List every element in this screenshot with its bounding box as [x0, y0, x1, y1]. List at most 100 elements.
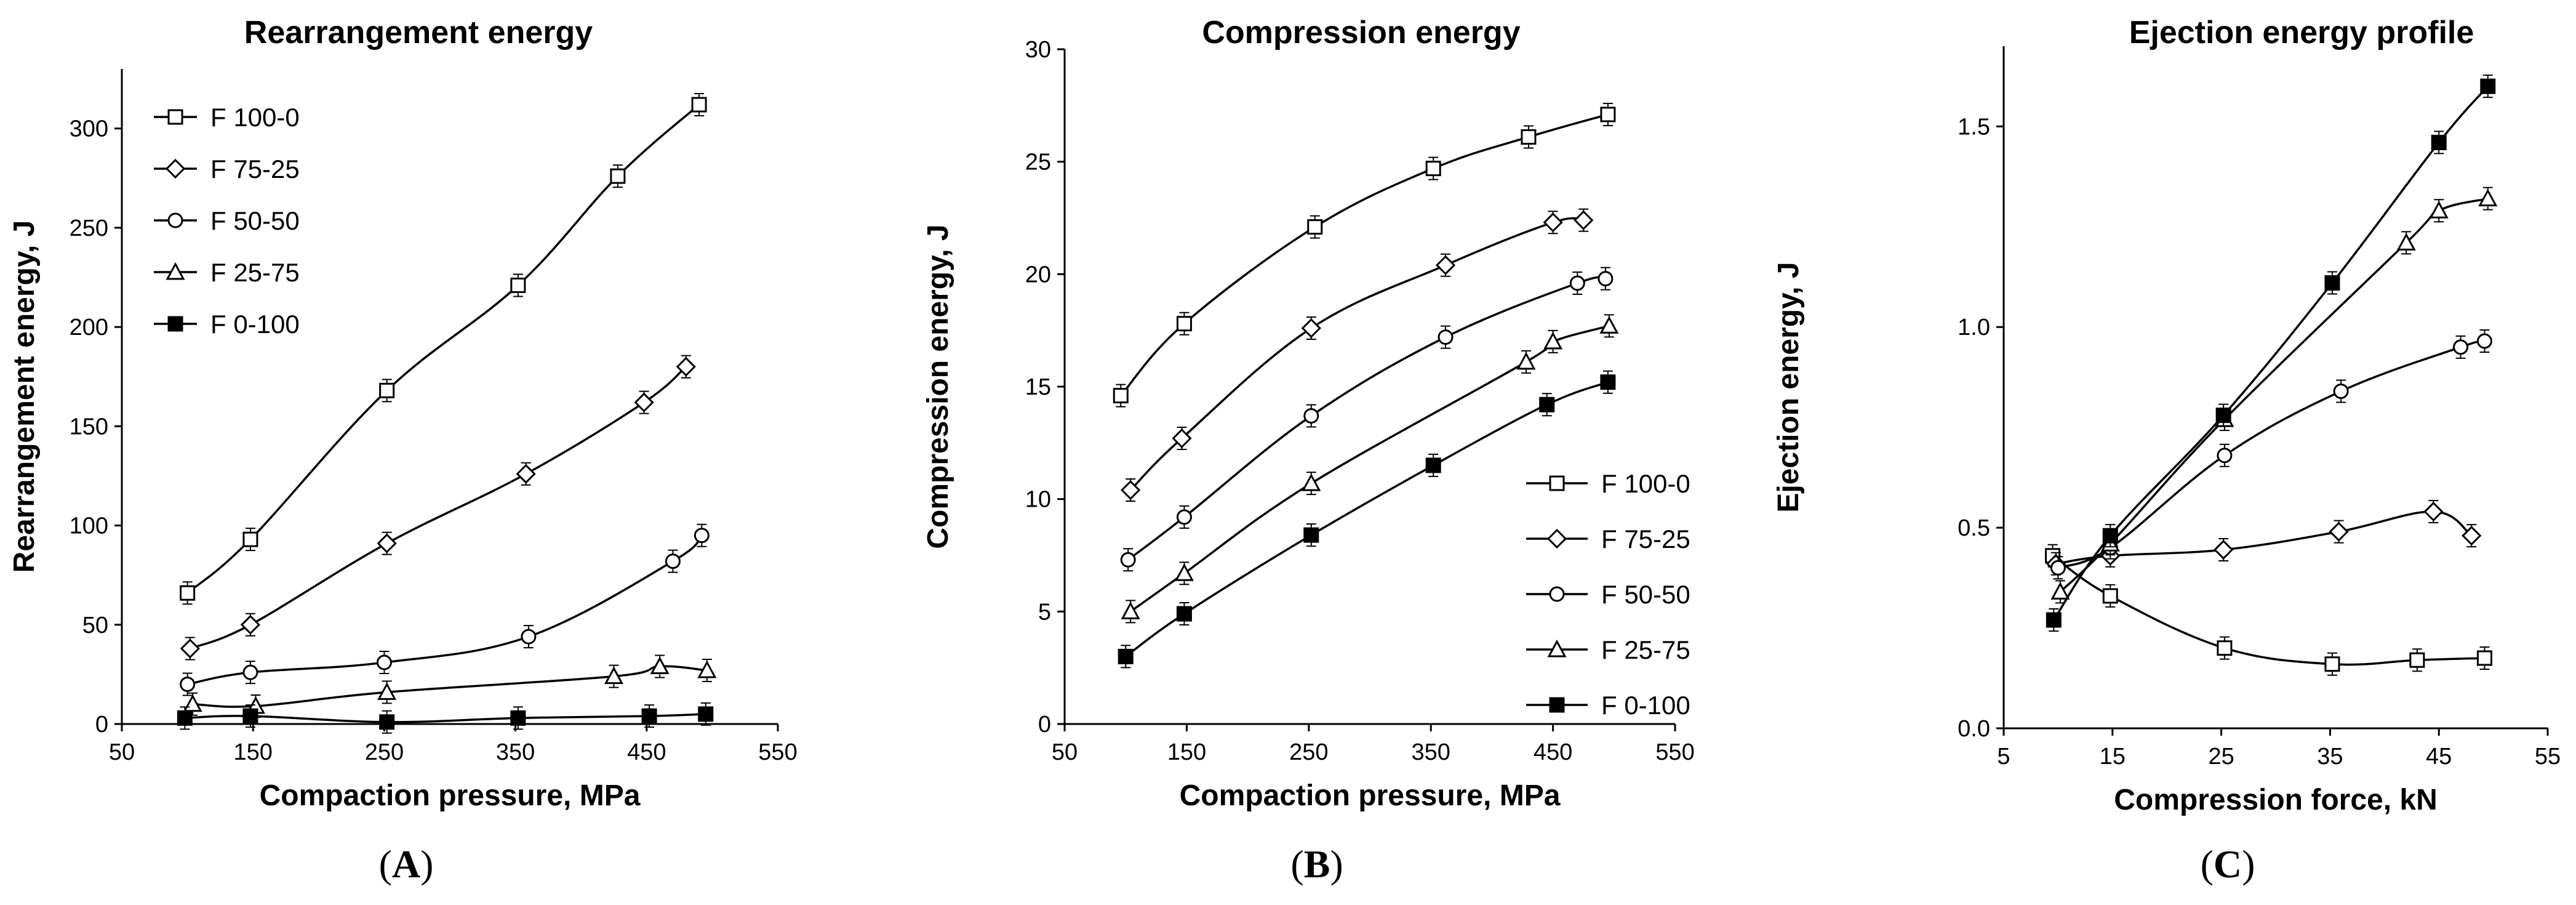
- series-f-0-100: [1118, 370, 1616, 669]
- x-tick-label: 55: [2535, 744, 2561, 770]
- data-point: [2324, 656, 2340, 672]
- data-point: [1539, 396, 1555, 412]
- data-point: [2324, 275, 2340, 291]
- data-point: [1307, 219, 1323, 235]
- data-point: [650, 656, 670, 674]
- x-tick-label: 350: [496, 739, 535, 765]
- y-tick-label: 15: [1025, 374, 1051, 400]
- x-axis-label: Compaction pressure, MPa: [1180, 779, 1561, 812]
- data-point: [1574, 210, 1594, 230]
- data-point: [180, 585, 196, 601]
- data-point: [694, 528, 710, 544]
- legend: F 100-0 F 75-25 F 50-50 F 25-75 F 0-100: [154, 103, 300, 339]
- data-point: [2478, 188, 2498, 207]
- legend-label: F 75-25: [1601, 525, 1690, 553]
- series-line: [2052, 555, 2485, 666]
- legend-label: F 0-100: [1601, 691, 1690, 720]
- y-tick-label: 25: [1025, 150, 1051, 175]
- data-point: [510, 277, 526, 293]
- data-point: [242, 664, 258, 680]
- series-f-50-50: [1120, 267, 1614, 572]
- data-point: [1303, 408, 1319, 424]
- y-tick-label: 200: [70, 315, 108, 340]
- data-point: [2462, 526, 2482, 546]
- data-point: [242, 531, 258, 547]
- series-line: [1130, 324, 1610, 613]
- data-point: [2423, 501, 2444, 522]
- data-point: [1521, 129, 1537, 145]
- y-tick-label: 5: [1038, 599, 1051, 625]
- legend-marker: [167, 212, 183, 228]
- data-point: [1121, 480, 1141, 501]
- y-tick-label: 50: [82, 613, 108, 638]
- data-point: [1120, 552, 1136, 568]
- data-point: [1121, 601, 1140, 619]
- data-point: [2102, 588, 2118, 604]
- series-line: [190, 366, 687, 650]
- data-point: [1118, 648, 1134, 664]
- series-line: [1129, 217, 1584, 491]
- series-line: [1127, 276, 1606, 561]
- data-point: [698, 706, 714, 722]
- series-line: [2059, 197, 2489, 593]
- data-point: [377, 682, 397, 700]
- data-point: [1600, 374, 1616, 390]
- x-tick-label: 150: [233, 739, 272, 765]
- legend-label: F 25-75: [1601, 635, 1690, 664]
- legend-marker: [167, 316, 183, 332]
- series-f-25-75: [1121, 314, 1619, 624]
- data-point: [1599, 316, 1619, 334]
- data-point: [2480, 78, 2496, 94]
- data-point: [1174, 563, 1194, 581]
- data-point: [610, 168, 626, 184]
- series-line: [193, 665, 708, 708]
- x-tick-label: 50: [1052, 739, 1078, 765]
- x-axis-label: Compaction pressure, MPa: [260, 779, 641, 812]
- panel-label: (A): [379, 842, 434, 886]
- data-point: [697, 660, 717, 678]
- x-tick-label: 550: [1655, 739, 1694, 765]
- series-f-100-0: [180, 93, 707, 605]
- data-point: [2214, 539, 2234, 560]
- data-point: [177, 710, 193, 726]
- y-tick-label: 250: [70, 215, 108, 241]
- x-tick-label: 35: [2317, 744, 2343, 770]
- data-point: [2429, 201, 2449, 219]
- data-point: [641, 708, 657, 724]
- x-tick-label: 5: [1997, 744, 2010, 770]
- legend-label: F 50-50: [210, 206, 300, 235]
- data-point: [242, 708, 258, 724]
- data-point: [1425, 161, 1441, 177]
- series-line: [187, 534, 703, 686]
- data-point: [2217, 448, 2233, 464]
- series-f-25-75: [183, 654, 717, 718]
- legend-marker: [1546, 528, 1567, 549]
- data-point: [1176, 316, 1192, 332]
- data-point: [2217, 640, 2233, 656]
- data-point: [516, 464, 536, 484]
- legend-marker: [1549, 586, 1565, 602]
- series-f-100-0: [2045, 544, 2492, 676]
- x-tick-label: 350: [1411, 739, 1450, 765]
- y-axis-label: Compression energy, J: [922, 224, 954, 549]
- legend-label: F 100-0: [210, 103, 300, 132]
- data-point: [1438, 329, 1454, 345]
- series-f-0-100: [177, 702, 714, 734]
- data-point: [1435, 255, 1456, 275]
- data-point: [1600, 107, 1616, 123]
- legend-label: F 100-0: [1601, 469, 1690, 498]
- y-tick-label: 300: [70, 116, 108, 142]
- chart-title: Compression energy: [1202, 15, 1520, 50]
- panel-label: (B): [1290, 842, 1343, 886]
- data-point: [2046, 612, 2062, 628]
- data-point: [1569, 275, 1585, 291]
- data-point: [1425, 457, 1441, 473]
- data-point: [1172, 428, 1192, 449]
- data-point: [676, 356, 696, 377]
- data-point: [1516, 352, 1536, 370]
- x-tick-label: 45: [2426, 744, 2452, 770]
- data-point: [1113, 388, 1129, 404]
- legend-marker: [165, 158, 186, 179]
- data-point: [1543, 331, 1563, 350]
